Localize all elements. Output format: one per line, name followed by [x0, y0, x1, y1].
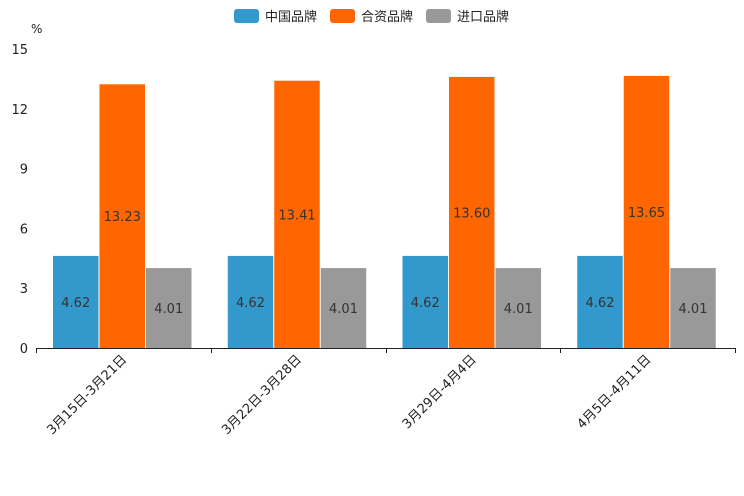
- legend-swatch-1[interactable]: [234, 9, 259, 23]
- data-label-1-4: 4.62: [586, 296, 615, 311]
- y-axis: 0 3 6 9 12 15: [11, 43, 28, 357]
- bar-3-2[interactable]: [320, 268, 367, 348]
- legend-swatch-3[interactable]: [426, 9, 451, 23]
- y-tick-label: 9: [20, 163, 28, 178]
- x-tick-label-1: 3月15日-3月21日: [44, 352, 130, 438]
- x-axis: 3月15日-3月21日 3月22日-3月28日 3月29日-4月4日 4月5日-4月1…: [36, 348, 736, 438]
- data-label-3-1: 4.01: [154, 302, 183, 317]
- bar-3-4[interactable]: [670, 268, 716, 348]
- data-label-2-4: 13.65: [628, 206, 665, 221]
- y-tick-label: 12: [11, 103, 28, 118]
- bar-2-3[interactable]: [449, 76, 495, 348]
- y-axis-unit-label: %: [31, 22, 42, 36]
- bar-2-1[interactable]: [99, 84, 146, 349]
- bar-3-1[interactable]: [146, 268, 192, 348]
- bar-3-3[interactable]: [495, 268, 542, 348]
- legend-label-2[interactable]: 合资品牌: [361, 9, 413, 25]
- x-tick-label-2: 3月22日-3月28日: [219, 352, 305, 438]
- y-tick-label: 3: [20, 282, 28, 297]
- data-label-1-1: 4.62: [61, 296, 90, 311]
- legend: 中国品牌 合资品牌 进口品牌: [234, 9, 509, 25]
- data-label-2-2: 13.41: [278, 208, 315, 223]
- data-label-3-2: 4.01: [329, 302, 358, 317]
- y-tick-label: 0: [20, 342, 28, 357]
- bar-2-2[interactable]: [274, 80, 320, 348]
- bar-1-2[interactable]: [227, 255, 274, 348]
- legend-label-3[interactable]: 进口品牌: [457, 9, 509, 25]
- data-label-3-3: 4.01: [504, 302, 533, 317]
- bar-1-3[interactable]: [402, 255, 449, 348]
- bar-1-4[interactable]: [577, 255, 623, 348]
- legend-swatch-2[interactable]: [330, 9, 355, 23]
- data-label-2-3: 13.60: [453, 206, 490, 221]
- data-label-3-4: 4.01: [679, 302, 708, 317]
- y-tick-label: 15: [11, 43, 28, 58]
- x-tick-label-4: 4月5日-4月11日: [575, 352, 655, 432]
- y-tick-label: 6: [20, 222, 28, 237]
- bar-1-1[interactable]: [53, 255, 99, 348]
- data-label-1-2: 4.62: [236, 296, 265, 311]
- bar-2-4[interactable]: [623, 75, 670, 348]
- legend-label-1[interactable]: 中国品牌: [265, 9, 317, 25]
- data-label-1-3: 4.62: [411, 296, 440, 311]
- plot-area: 4.62 13.23 4.01 4.62 13.41 4.01 4.62 13.60 4.01 4…: [53, 75, 716, 349]
- data-label-2-1: 13.23: [104, 210, 141, 225]
- x-tick-label-3: 3月29日-4月4日: [400, 352, 480, 432]
